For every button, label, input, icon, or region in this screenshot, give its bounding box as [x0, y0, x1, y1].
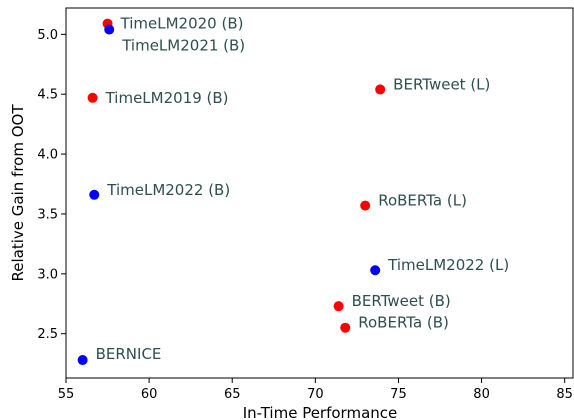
y-tick-label: 3.5	[37, 207, 58, 222]
point-label: TimeLM2020 (B)	[120, 15, 244, 33]
point-label: TimeLM2022 (L)	[387, 256, 509, 274]
point-label: BERTweet (L)	[393, 75, 490, 93]
data-points	[77, 18, 386, 366]
data-point	[333, 301, 344, 312]
x-tick-label: 70	[307, 387, 324, 402]
data-point	[375, 84, 386, 95]
point-label: TimeLM2019 (B)	[105, 89, 229, 107]
y-tick-label: 4.5	[37, 88, 58, 103]
x-tick-label: 75	[390, 387, 407, 402]
plot-area-frame	[65, 7, 574, 379]
y-axis-ticks: 2.5 3.0 3.5 4.0 4.5 5.0	[37, 28, 66, 342]
x-tick-label: 55	[58, 387, 75, 402]
point-labels: TimeLM2020 (B) TimeLM2021 (B) TimeLM2019 (…	[96, 15, 510, 363]
x-axis-ticks: 55 60 65 70 75 80 85	[58, 378, 573, 402]
y-axis-title: Relative Gain from OOT	[9, 104, 27, 282]
data-point	[340, 322, 351, 333]
point-label: RoBERTa (B)	[358, 314, 449, 332]
point-label: BERNICE	[96, 345, 162, 363]
x-axis-title: In-Time Performance	[243, 404, 398, 420]
point-label: TimeLM2021 (B)	[121, 37, 245, 55]
x-tick-label: 80	[473, 387, 490, 402]
data-point	[89, 189, 100, 200]
data-point	[77, 355, 88, 366]
point-label: TimeLM2022 (B)	[106, 181, 230, 199]
x-tick-label: 65	[224, 387, 241, 402]
data-point	[370, 265, 381, 276]
y-tick-label: 4.0	[37, 148, 58, 163]
y-tick-label: 3.0	[37, 267, 58, 282]
x-tick-label: 85	[556, 387, 573, 402]
point-label: BERTweet (B)	[352, 292, 451, 310]
y-tick-label: 5.0	[37, 28, 58, 43]
data-point	[104, 24, 115, 35]
data-point	[360, 200, 371, 211]
data-point	[87, 92, 98, 103]
y-tick-label: 2.5	[37, 327, 58, 342]
point-label: RoBERTa (L)	[378, 192, 467, 210]
x-tick-label: 60	[141, 387, 158, 402]
